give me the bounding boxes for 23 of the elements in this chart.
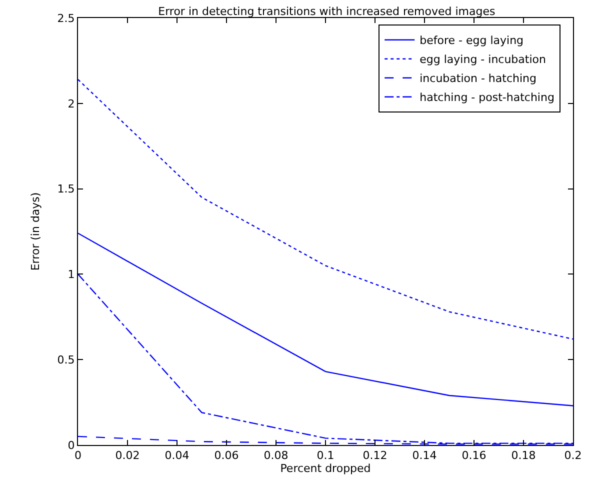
- y-tick-label: 0.5: [57, 353, 75, 366]
- x-axis-title: Percent dropped: [280, 462, 371, 476]
- legend-label: hatching - post-hatching: [420, 91, 554, 104]
- legend-label: before - egg laying: [420, 34, 524, 48]
- x-tick-label: 0.06: [214, 449, 239, 462]
- x-tick-label: 0.16: [462, 449, 486, 462]
- x-tick-label: 0.04: [164, 449, 190, 462]
- y-tick-label: 2: [68, 97, 75, 110]
- y-tick-label: 2.5: [57, 12, 75, 25]
- x-tick-label: 0.02: [115, 449, 140, 462]
- y-tick-label: 1: [68, 268, 75, 282]
- y-tick-label: 1.5: [57, 182, 75, 196]
- x-tick-label: 0.2: [564, 449, 582, 462]
- chart-title: Error in detecting transitions with increased removed images: [158, 4, 496, 18]
- x-tick-label: 0.18: [511, 449, 536, 462]
- x-tick-label: 0.14: [412, 449, 437, 462]
- y-tick-label: 0: [68, 438, 75, 452]
- y-axis-title: Error (in days): [28, 192, 42, 271]
- x-tick-label: 0.08: [264, 449, 288, 462]
- x-tick-label: 0.1: [316, 449, 334, 462]
- legend-label: incubation - hatching: [420, 72, 536, 86]
- legend-label: egg laying - incubation: [420, 53, 546, 66]
- x-tick-label: 0.12: [362, 449, 388, 462]
